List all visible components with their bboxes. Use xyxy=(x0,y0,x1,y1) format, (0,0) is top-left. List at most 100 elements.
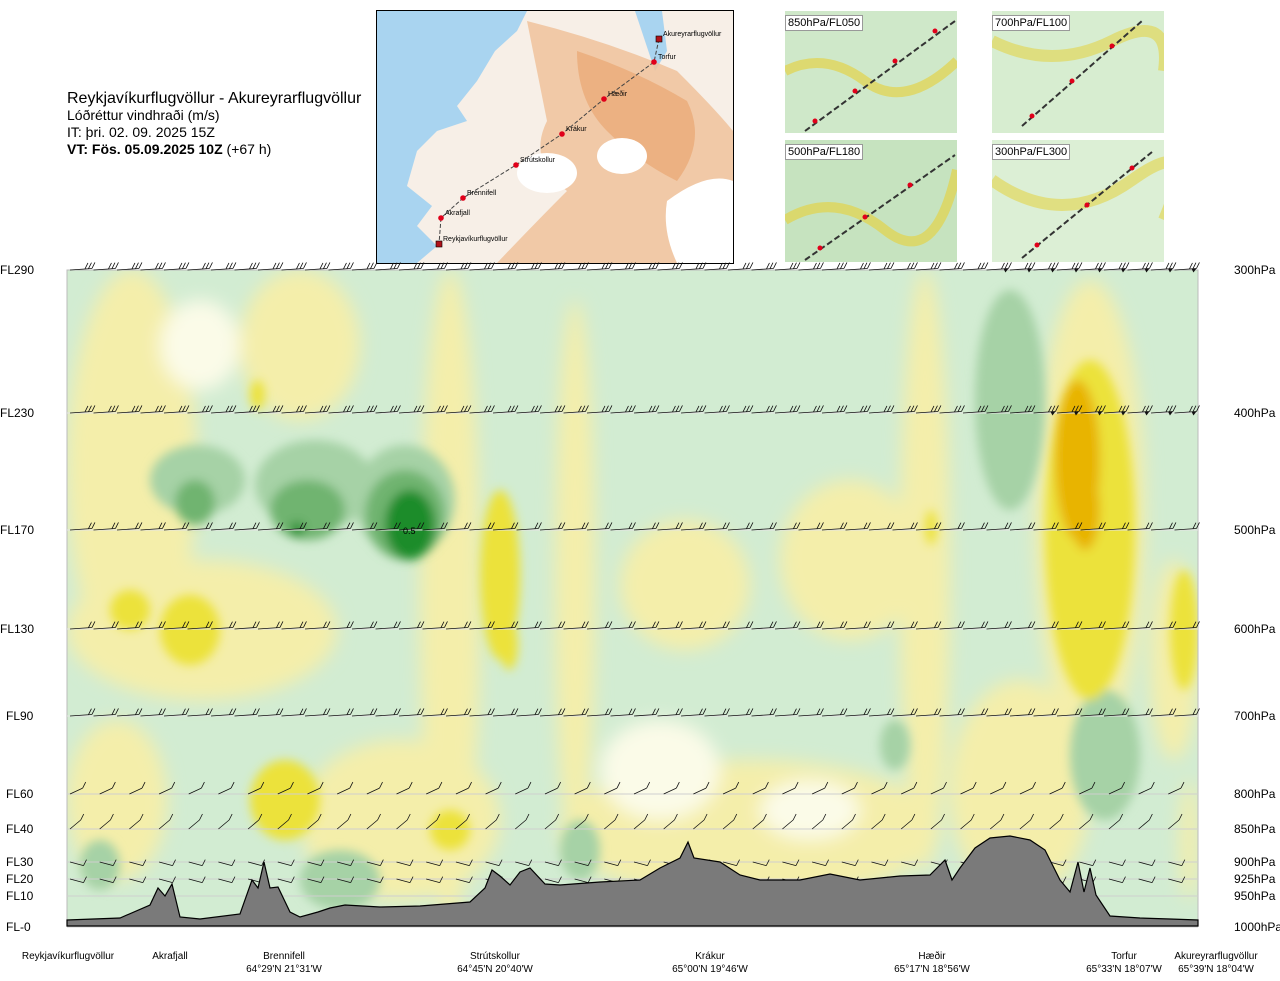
wind-barb xyxy=(986,621,1012,630)
map-point-label: Strútskollur xyxy=(520,157,556,164)
wind-barb xyxy=(247,813,263,830)
wind-barb xyxy=(516,262,542,271)
wind-barb xyxy=(915,708,942,717)
wind-barb xyxy=(129,876,147,884)
wind-barb xyxy=(633,405,660,414)
wind-barb xyxy=(425,813,441,830)
wind-barb xyxy=(1080,405,1106,416)
wind-barb xyxy=(69,262,96,271)
wind-barb xyxy=(563,262,589,271)
wind-barb xyxy=(1049,813,1064,830)
wind-barb xyxy=(962,262,989,271)
thumbnail-700hpa: 700hPa/FL100 xyxy=(992,11,1164,133)
wind-barb xyxy=(328,522,354,531)
flight-level-label: FL40 xyxy=(6,822,34,836)
wind-barb xyxy=(986,405,1012,414)
wind-barb xyxy=(1103,405,1130,416)
sea-area-west xyxy=(377,11,527,263)
wind-barb xyxy=(1080,522,1106,531)
wind-barb xyxy=(586,405,613,414)
wind-barb xyxy=(989,813,1005,830)
field-core xyxy=(150,445,245,515)
wind-barb xyxy=(93,262,119,271)
wind-barb xyxy=(892,708,918,717)
wind-barb xyxy=(445,708,472,717)
wind-barb xyxy=(722,781,740,795)
station-name: Brennifell xyxy=(263,951,305,962)
field-core xyxy=(1070,470,1100,550)
wind-barb xyxy=(727,708,754,717)
field-core xyxy=(1070,690,1140,820)
station-label: Akrafjall xyxy=(110,950,230,963)
wind-barb xyxy=(375,621,401,630)
wind-barb xyxy=(610,522,636,531)
waypoint-marker xyxy=(460,195,466,201)
wind-barb xyxy=(1127,405,1153,416)
wind-barb xyxy=(845,708,871,717)
wind-barb xyxy=(680,405,707,414)
wind-barb xyxy=(962,522,989,531)
wind-barb xyxy=(841,781,858,795)
wind-barb xyxy=(930,813,945,830)
wind-barb xyxy=(1033,708,1059,717)
wind-barb xyxy=(351,522,378,531)
wind-barb xyxy=(307,781,324,795)
wind-barb xyxy=(1168,781,1185,795)
wind-barb xyxy=(247,781,265,795)
field-core xyxy=(110,590,150,630)
wind-barb xyxy=(210,708,237,717)
wind-barb xyxy=(604,813,619,830)
wind-barb xyxy=(234,708,260,717)
wind-barb xyxy=(1009,708,1036,717)
station-label: Torfur 65°33'N 18°07'W xyxy=(1064,950,1184,976)
wind-barb xyxy=(426,876,444,884)
wind-barb xyxy=(1009,621,1036,630)
wind-barb xyxy=(1080,262,1106,273)
wind-barb xyxy=(455,876,473,884)
wind-barb xyxy=(307,859,325,867)
wind-barb xyxy=(375,708,401,717)
wind-barb xyxy=(1108,859,1126,867)
wind-barb xyxy=(469,405,495,414)
wind-barb xyxy=(366,781,383,795)
wind-barb xyxy=(375,262,401,271)
wind-barb xyxy=(396,876,414,884)
field-core xyxy=(270,480,345,540)
wind-barb xyxy=(281,621,307,630)
wind-barb xyxy=(328,262,354,271)
wind-barb xyxy=(704,621,730,630)
wind-barb xyxy=(990,781,1007,795)
wind-barb xyxy=(915,405,942,414)
wind-barb xyxy=(544,876,562,884)
wind-barb xyxy=(986,708,1012,717)
wind-barb xyxy=(751,262,777,271)
wind-barb xyxy=(69,781,87,795)
flight-level-label: FL170 xyxy=(0,523,35,537)
waypoint-marker xyxy=(651,59,657,65)
wind-barb xyxy=(727,522,754,531)
station-name: Akureyrarflugvöllur xyxy=(1174,951,1258,962)
wind-barb xyxy=(1079,859,1097,867)
wind-barb xyxy=(539,522,566,531)
wind-barb xyxy=(99,876,117,884)
station-coord: 65°00'N 19°46'W xyxy=(672,964,748,975)
wind-barb xyxy=(1108,781,1125,795)
valid-time-label: VT: Fös. 05.09.2025 10Z xyxy=(67,141,223,157)
station-label: Krákur 65°00'N 19°46'W xyxy=(650,950,770,976)
wind-barb xyxy=(1056,522,1083,531)
wind-barb xyxy=(1056,708,1083,717)
wind-barb xyxy=(257,522,284,531)
wind-barb xyxy=(158,876,176,884)
wind-barb xyxy=(158,781,176,795)
wind-barb xyxy=(1150,522,1177,531)
wind-barb xyxy=(1174,708,1200,717)
wind-barb xyxy=(140,522,166,531)
wind-barb xyxy=(1033,405,1059,416)
wind-barb xyxy=(633,708,660,717)
field-region xyxy=(555,300,595,860)
station-label: Reykjavíkurflugvöllur xyxy=(8,950,128,963)
wind-barb xyxy=(574,859,592,867)
wind-barb xyxy=(633,262,660,271)
station-coord: 64°29'N 21°31'W xyxy=(246,964,322,975)
thumbnail-700hpa-map xyxy=(992,11,1164,133)
